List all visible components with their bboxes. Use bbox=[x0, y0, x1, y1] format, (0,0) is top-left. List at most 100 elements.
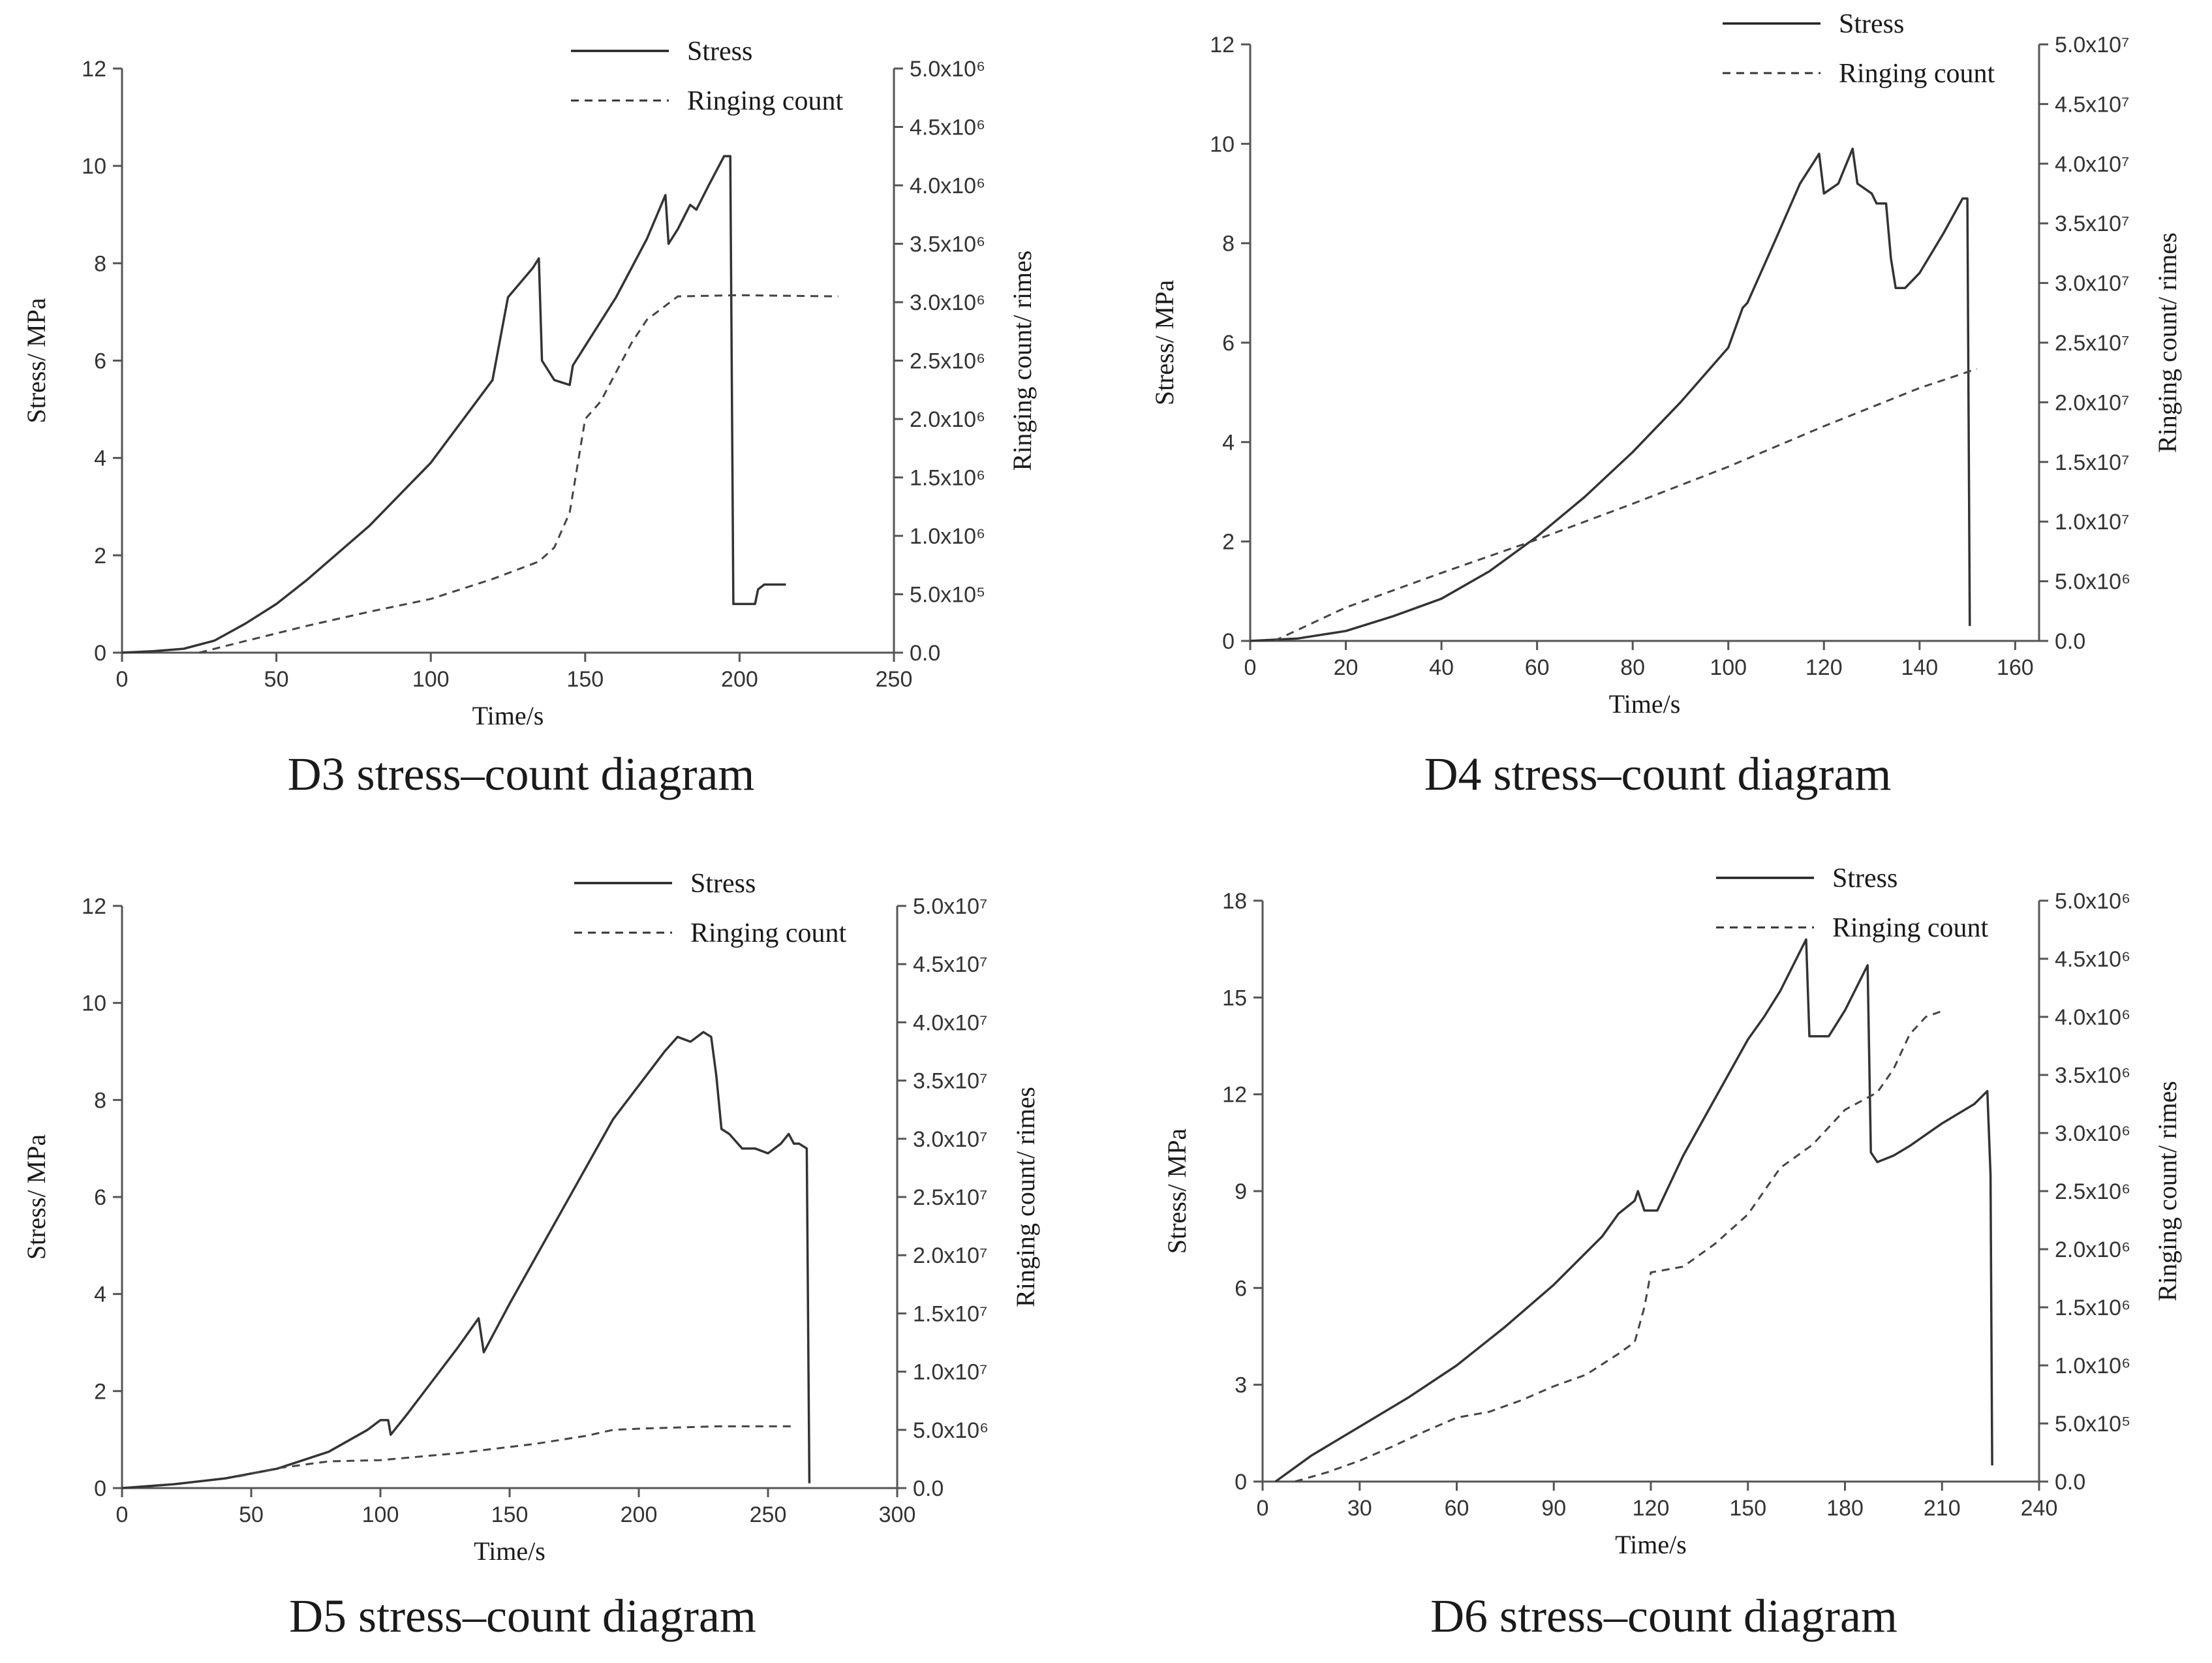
stress-series-line bbox=[121, 155, 786, 654]
legend: Stress Ringing count bbox=[1716, 863, 1988, 943]
y-axis-title: Stress/ MPa bbox=[22, 298, 51, 423]
x-tick-label: 120 bbox=[1805, 655, 1843, 680]
legend: Stress Ringing count bbox=[1723, 9, 1995, 89]
x-axis-title: Time/s bbox=[1609, 689, 1681, 719]
y-tick-label: 9 bbox=[1235, 1179, 1247, 1204]
y2-tick-label: 3.0x10⁶ bbox=[910, 290, 985, 315]
x-tick-label: 20 bbox=[1334, 655, 1359, 680]
chart-caption: D3 stress–count diagram bbox=[288, 748, 755, 800]
y2-tick-label: 1.5x10⁶ bbox=[910, 466, 985, 491]
y2-tick-label: 2.0x10⁶ bbox=[2055, 1237, 2130, 1262]
x-axis-title: Time/s bbox=[472, 701, 544, 730]
ringing-count-series-line bbox=[198, 294, 838, 654]
stress-series-line bbox=[1274, 938, 1993, 1483]
x-tick-label: 100 bbox=[1710, 655, 1747, 680]
y2-tick-label: 3.5x10⁷ bbox=[913, 1069, 987, 1094]
legend-count-label: Ringing count bbox=[1832, 913, 1988, 943]
y-tick-label: 12 bbox=[82, 894, 106, 919]
y2-tick-label: 3.5x10⁶ bbox=[910, 232, 985, 257]
x-tick-label: 250 bbox=[876, 667, 913, 692]
x-tick-label: 150 bbox=[566, 667, 604, 692]
x-tick-label: 40 bbox=[1429, 655, 1454, 680]
y2-tick-label: 5.0x10⁶ bbox=[913, 1418, 989, 1443]
y2-tick-label: 5.0x10⁵ bbox=[910, 583, 985, 608]
y-tick-label: 6 bbox=[1222, 331, 1235, 356]
y2-tick-label: 4.5x10⁶ bbox=[2055, 947, 2130, 972]
y-tick-label: 6 bbox=[94, 1185, 106, 1210]
y2-tick-label: 1.5x10⁷ bbox=[913, 1301, 987, 1326]
y2-tick-label: 2.0x10⁷ bbox=[913, 1243, 987, 1268]
legend-stress-label: Stress bbox=[687, 37, 752, 67]
legend: Stress Ringing count bbox=[571, 37, 843, 116]
chart-d3: 0 50 100 150 200 250 0 2 4 6 8 10 12 0.0 5.0x10⁵ 1.0x10… bbox=[22, 37, 1037, 800]
y-tick-label: 12 bbox=[82, 57, 106, 82]
y2-axis-title: Ringing count/ rimes bbox=[1011, 1087, 1040, 1307]
x-tick-label: 50 bbox=[264, 667, 289, 692]
y-tick-label: 8 bbox=[94, 1088, 106, 1113]
y2-tick-label: 2.5x10⁶ bbox=[910, 349, 985, 374]
y-tick-label: 0 bbox=[1222, 629, 1235, 654]
legend-stress-label: Stress bbox=[1832, 863, 1897, 894]
x-tick-label: 50 bbox=[239, 1502, 264, 1527]
y-tick-label: 6 bbox=[94, 349, 106, 374]
y-tick-label: 2 bbox=[1222, 530, 1235, 555]
y2-tick-label: 1.0x10⁶ bbox=[2055, 1354, 2130, 1378]
stress-series-line bbox=[1250, 148, 1971, 642]
y-tick-label: 8 bbox=[1222, 232, 1235, 256]
y2-tick-label: 0.0 bbox=[910, 641, 940, 666]
y2-tick-label: 5.0x10⁷ bbox=[2055, 33, 2129, 57]
x-tick-label: 100 bbox=[362, 1502, 399, 1527]
x-tick-label: 300 bbox=[879, 1502, 916, 1527]
ringing-count-series-line bbox=[238, 1425, 794, 1478]
y-axis-title: Stress/ MPa bbox=[1150, 280, 1179, 405]
y2-tick-label: 1.5x10⁷ bbox=[2055, 450, 2129, 475]
y-tick-label: 4 bbox=[94, 446, 106, 471]
chart-d5: 0 50 100 150 200 250 300 0 2 4 6 8 10 12 0.0 5.0x10⁶ 1.0… bbox=[22, 869, 1040, 1642]
x-tick-label: 80 bbox=[1620, 655, 1645, 680]
y-tick-label: 4 bbox=[94, 1282, 106, 1307]
x-tick-label: 210 bbox=[1924, 1496, 1961, 1521]
y2-tick-label: 4.5x10⁶ bbox=[910, 116, 985, 140]
x-tick-label: 120 bbox=[1633, 1496, 1670, 1521]
y-axis-title: Stress/ MPa bbox=[1162, 1128, 1191, 1254]
y2-axis-title: Ringing count/ rimes bbox=[2153, 1081, 2182, 1301]
y-tick-label: 15 bbox=[1222, 986, 1247, 1010]
x-tick-label: 180 bbox=[1826, 1496, 1864, 1521]
legend-count-label: Ringing count bbox=[687, 86, 843, 116]
y-tick-label: 0 bbox=[1235, 1470, 1247, 1495]
x-tick-label: 150 bbox=[1729, 1496, 1766, 1521]
y2-tick-label: 0.0 bbox=[2055, 1470, 2085, 1495]
x-tick-label: 30 bbox=[1347, 1496, 1372, 1521]
stress-series-line bbox=[121, 1031, 811, 1489]
ringing-count-series-line bbox=[1295, 1010, 1943, 1483]
y2-tick-label: 4.0x10⁷ bbox=[2055, 152, 2129, 177]
ringing-count-series-line bbox=[1273, 367, 1978, 642]
x-axis-title: Time/s bbox=[1615, 1530, 1687, 1559]
y2-tick-label: 3.0x10⁷ bbox=[2055, 272, 2129, 296]
y2-tick-label: 2.0x10⁶ bbox=[910, 407, 985, 432]
x-tick-label: 240 bbox=[2021, 1496, 2058, 1521]
x-tick-label: 0 bbox=[1244, 655, 1257, 680]
y2-tick-label: 2.5x10⁷ bbox=[913, 1185, 987, 1210]
y2-tick-label: 1.5x10⁶ bbox=[2055, 1296, 2130, 1320]
y2-tick-label: 1.0x10⁷ bbox=[2055, 510, 2129, 535]
x-tick-label: 90 bbox=[1541, 1496, 1566, 1521]
y2-tick-label: 4.5x10⁷ bbox=[913, 952, 987, 977]
x-tick-label: 0 bbox=[116, 667, 129, 692]
legend-stress-label: Stress bbox=[1839, 9, 1904, 39]
y2-tick-label: 4.0x10⁶ bbox=[2055, 1005, 2130, 1030]
y-tick-label: 12 bbox=[1210, 33, 1235, 57]
y-tick-label: 3 bbox=[1235, 1373, 1247, 1398]
y-tick-label: 0 bbox=[94, 1476, 106, 1501]
y-tick-label: 10 bbox=[82, 154, 106, 179]
y2-tick-label: 5.0x10⁶ bbox=[910, 57, 985, 82]
y2-tick-label: 2.5x10⁶ bbox=[2055, 1179, 2130, 1204]
y-tick-label: 10 bbox=[82, 991, 106, 1016]
x-tick-label: 200 bbox=[721, 667, 758, 692]
y2-tick-label: 2.5x10⁷ bbox=[2055, 331, 2129, 356]
y2-tick-label: 4.0x10⁷ bbox=[913, 1010, 987, 1035]
y2-tick-label: 4.5x10⁷ bbox=[2055, 92, 2129, 117]
y2-tick-label: 0.0 bbox=[2055, 629, 2085, 654]
legend-stress-label: Stress bbox=[690, 869, 756, 899]
